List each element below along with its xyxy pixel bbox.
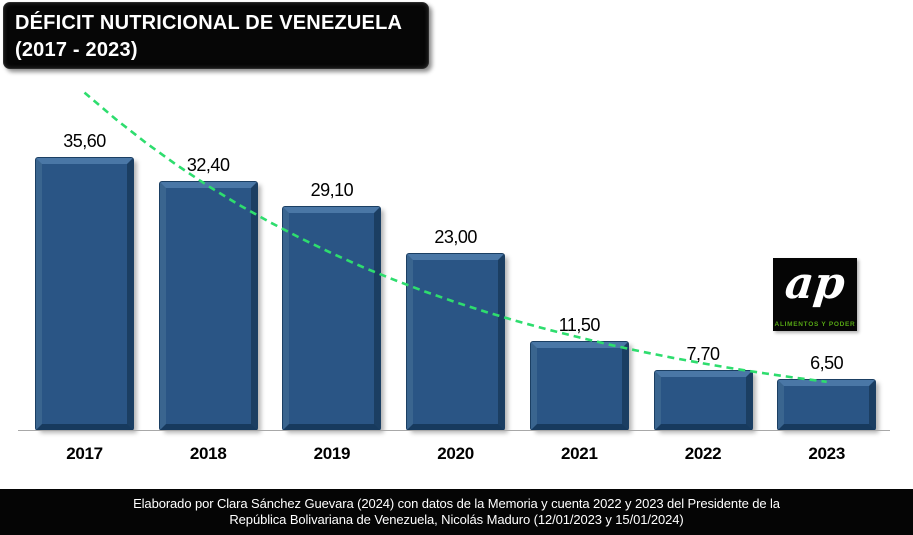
bar-2017 (36, 157, 133, 430)
logo-caption: ALIMENTOS Y PODER (774, 321, 856, 328)
x-axis-label-2019: 2019 (313, 444, 351, 463)
chart-title-line1: DÉFICIT NUTRICIONAL DE VENEZUELA (15, 12, 403, 34)
bar-2021 (530, 342, 628, 430)
x-axis-label-2018: 2018 (189, 444, 227, 463)
bar-value-label-2018: 32,40 (186, 155, 230, 176)
x-axis-label-2017: 2017 (66, 444, 103, 463)
bar-value-label-2023: 6,50 (810, 353, 844, 374)
bar-value-label-2020: 23,00 (434, 227, 477, 248)
bar-2018 (159, 182, 257, 430)
x-axis-line (18, 430, 890, 431)
bar-2019 (283, 207, 381, 430)
x-axis-label-2020: 2020 (437, 444, 474, 463)
bar-2023 (778, 380, 876, 430)
x-axis-label-2022: 2022 (684, 444, 722, 463)
source-footer-line2: República Bolivariana de Venezuela, Nico… (229, 512, 684, 527)
x-axis-label-2023: 2023 (808, 444, 845, 463)
logo-monogram: ap (782, 258, 848, 309)
bar-value-label-2021: 11,50 (558, 315, 601, 336)
bar-value-label-2017: 35,60 (63, 130, 106, 151)
source-footer-line1: Elaborado por Clara Sánchez Guevara (202… (133, 496, 780, 511)
logo: ap ALIMENTOS Y PODER (773, 258, 857, 331)
x-axis-label-2021: 2021 (560, 444, 598, 463)
bar-value-label-2019: 29,10 (310, 180, 354, 201)
source-footer: Elaborado por Clara Sánchez Guevara (202… (0, 489, 913, 535)
bar-value-label-2022: 7,70 (686, 344, 720, 365)
bar-2022 (654, 371, 752, 430)
bar-2020 (407, 254, 505, 430)
chart-title-line2: (2017 - 2023) (15, 39, 138, 61)
chart-title-box: DÉFICIT NUTRICIONAL DE VENEZUELA (2017 -… (3, 2, 429, 69)
